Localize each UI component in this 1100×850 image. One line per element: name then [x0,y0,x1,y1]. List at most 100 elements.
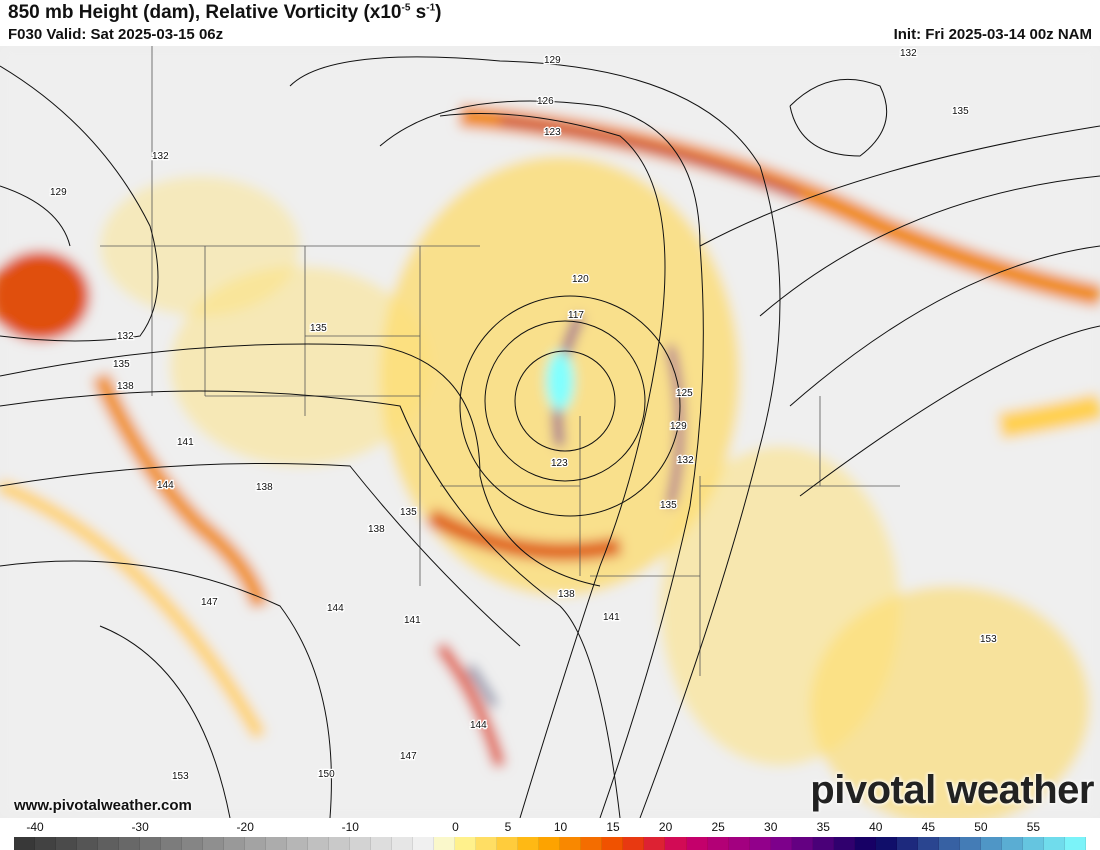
colorbar-tick-label: -30 [131,820,149,834]
svg-text:141: 141 [603,612,620,623]
svg-text:138: 138 [117,381,134,392]
svg-text:138: 138 [256,482,273,493]
svg-text:144: 144 [327,603,344,614]
contour-labels: 129 126 123 132 135 132 129 132 135 138 … [49,47,999,784]
svg-text:135: 135 [952,106,969,117]
svg-text:120: 120 [572,274,589,285]
colorbar-cell [119,837,141,850]
init-time: Init: Fri 2025-03-14 00z NAM [893,26,1092,43]
colorbar-cell [791,837,813,850]
colorbar-cell [938,837,960,850]
weather-map: 129 126 123 132 135 132 129 132 135 138 … [0,46,1100,818]
colorbar-tick-label: 55 [1026,820,1041,834]
colorbar-cell [1001,837,1023,850]
header: 850 mb Height (dam), Relative Vorticity … [0,0,1100,46]
svg-text:125: 125 [676,388,693,399]
colorbar-cell [413,837,435,850]
map-title: 850 mb Height (dam), Relative Vorticity … [8,2,442,23]
colorbar-cell [392,837,414,850]
svg-text:132: 132 [152,151,169,162]
svg-text:123: 123 [544,127,561,138]
colorbar-cell [287,837,309,850]
vorticity-field [0,46,1100,818]
colorbar-cell [560,837,582,850]
valid-time: F030 Valid: Sat 2025-03-15 06z [8,26,224,43]
pivotal-weather-logo: pivotal weather [810,768,1094,812]
colorbar-tick-label: -20 [236,820,254,834]
colorbar-cell [539,837,561,850]
colorbar-cell [518,837,540,850]
colorbar-cell [665,837,687,850]
colorbar-cell [203,837,225,850]
colorbar-cell [455,837,477,850]
colorbar-cell [623,837,645,850]
colorbar-cell [224,837,246,850]
colorbar-tick-label: 25 [711,820,725,834]
colorbar-cell [14,837,36,850]
colorbar-cell [329,837,351,850]
svg-text:129: 129 [544,55,561,66]
svg-text:141: 141 [177,437,194,448]
colorbar-cell [770,837,792,850]
colorbar-cell [812,837,834,850]
colorbar-tick-label: 5 [504,820,512,834]
colorbar-cell [1064,837,1086,850]
colorbar-cell [833,837,855,850]
colorbar-cell [896,837,918,850]
colorbar-cell [77,837,99,850]
colorbar-cell [182,837,204,850]
svg-text:147: 147 [201,597,218,608]
height-contours [0,56,1100,818]
colorbar-cell [707,837,729,850]
colorbar-cell [497,837,519,850]
colorbar-cell [854,837,876,850]
svg-text:126: 126 [537,96,554,107]
svg-text:132: 132 [677,455,694,466]
colorbar-tick-label: 10 [553,820,568,834]
svg-text:144: 144 [470,720,487,731]
svg-text:123: 123 [551,458,568,469]
svg-text:132: 132 [900,48,917,59]
colorbar-cell [35,837,57,850]
colorbar-cell [56,837,78,850]
svg-text:141: 141 [404,615,421,626]
svg-text:132: 132 [117,331,134,342]
colorbar-cell [644,837,666,850]
svg-text:150: 150 [318,769,335,780]
svg-text:135: 135 [400,507,417,518]
colorbar-cell [875,837,897,850]
colorbar-cells [14,837,1086,850]
svg-text:153: 153 [172,771,189,782]
colorbar-cell [161,837,183,850]
colorbar-tick-label: 15 [606,820,620,834]
svg-text:144: 144 [157,480,174,491]
svg-text:138: 138 [368,524,385,535]
colorbar-cell [581,837,603,850]
colorbar-cell [140,837,162,850]
svg-text:135: 135 [310,323,327,334]
website-link[interactable]: www.pivotalweather.com [14,797,192,814]
colorbar-cell [371,837,393,850]
colorbar-tick-label: -10 [341,820,359,834]
colorbar-cell [434,837,456,850]
colorbar-cell [308,837,330,850]
colorbar-cell [1043,837,1065,850]
svg-text:129: 129 [670,421,687,432]
colorbar-cell [476,837,498,850]
colorbar-cell [602,837,624,850]
colorbar-tick-label: 40 [869,820,883,834]
colorbar-tick-label: 0 [452,820,459,834]
colorbar-cell [959,837,981,850]
colorbar-cell [980,837,1002,850]
svg-text:117: 117 [568,310,584,321]
colorbar-tick-label: 20 [658,820,673,834]
colorbar-tick-label: 45 [921,820,936,834]
svg-text:129: 129 [50,187,67,198]
map-canvas: 129 126 123 132 135 132 129 132 135 138 … [0,46,1100,818]
svg-text:138: 138 [558,589,575,600]
colorbar-cell [749,837,771,850]
colorbar-cell [1022,837,1044,850]
colorbar-cell [350,837,372,850]
svg-text:153: 153 [980,634,997,645]
colorbar-cell [245,837,267,850]
